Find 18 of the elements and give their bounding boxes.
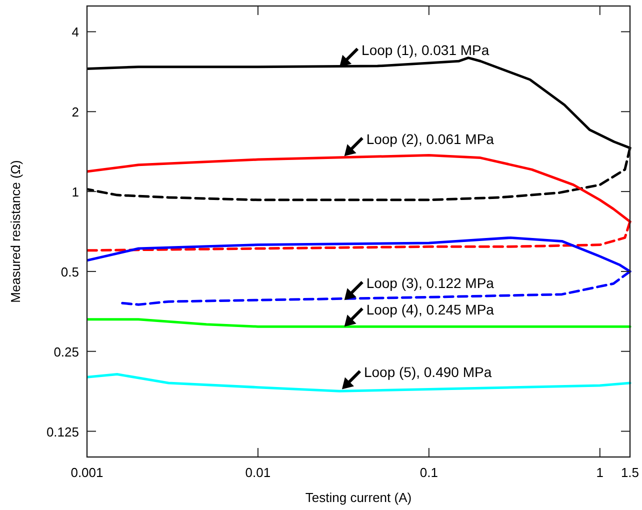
y-axis-title: Measured resistance (Ω)	[8, 160, 23, 303]
x-axis-title: Testing current (A)	[305, 490, 412, 505]
y-tick-label: 1	[72, 184, 79, 200]
y-tick-label: 2	[72, 104, 79, 120]
x-tick-label: 0.001	[70, 465, 104, 480]
annotation: Loop (5), 0.490 MPa	[364, 364, 492, 380]
y-tick-label: 4	[72, 24, 79, 40]
x-tick-label: 1.5	[620, 465, 640, 480]
annotation: Loop (2), 0.061 MPa	[366, 131, 494, 148]
y-tick-label: 0.125	[46, 424, 79, 440]
x-tick-label: 0.1	[420, 465, 438, 480]
x-tick-label: 1	[596, 465, 604, 480]
y-tick-label: 0.5	[60, 264, 79, 280]
x-tick-label: 0.01	[245, 465, 271, 480]
y-tick-label: 0.25	[54, 344, 79, 360]
annotation: Loop (4), 0.245 MPa	[366, 302, 494, 318]
annotation: Loop (1), 0.031 MPa	[362, 42, 490, 58]
annotation: Loop (3), 0.122 MPa	[366, 275, 494, 292]
